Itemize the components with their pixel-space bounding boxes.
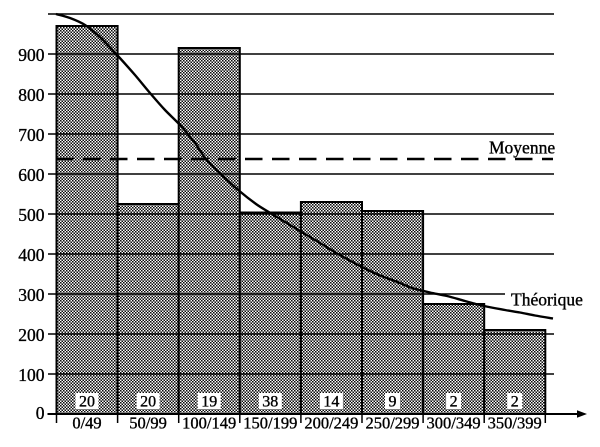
svg-text:150/199: 150/199: [243, 414, 297, 433]
svg-text:200/249: 200/249: [304, 414, 358, 433]
svg-text:2: 2: [450, 394, 458, 411]
svg-text:38: 38: [262, 394, 278, 411]
svg-text:250/299: 250/299: [365, 414, 419, 433]
svg-text:19: 19: [201, 394, 217, 411]
svg-text:100: 100: [18, 365, 45, 385]
svg-text:500: 500: [18, 205, 45, 225]
svg-text:9: 9: [389, 394, 397, 411]
svg-text:14: 14: [323, 394, 339, 411]
svg-text:20: 20: [79, 394, 95, 411]
svg-text:300/349: 300/349: [427, 414, 481, 433]
svg-text:50/99: 50/99: [129, 414, 167, 433]
svg-text:20: 20: [140, 394, 156, 411]
svg-text:Théorique: Théorique: [511, 290, 583, 310]
svg-text:Moyenne: Moyenne: [489, 138, 555, 158]
svg-text:0/49: 0/49: [72, 414, 101, 433]
svg-text:700: 700: [18, 125, 45, 145]
svg-text:2: 2: [511, 394, 519, 411]
svg-text:100/149: 100/149: [182, 414, 236, 433]
svg-text:600: 600: [18, 165, 45, 185]
svg-text:800: 800: [18, 85, 45, 105]
svg-text:300: 300: [18, 285, 45, 305]
svg-text:0: 0: [36, 403, 45, 423]
svg-text:900: 900: [18, 45, 45, 65]
svg-text:350/399: 350/399: [488, 414, 542, 433]
svg-text:200: 200: [18, 325, 45, 345]
svg-text:400: 400: [18, 245, 45, 265]
